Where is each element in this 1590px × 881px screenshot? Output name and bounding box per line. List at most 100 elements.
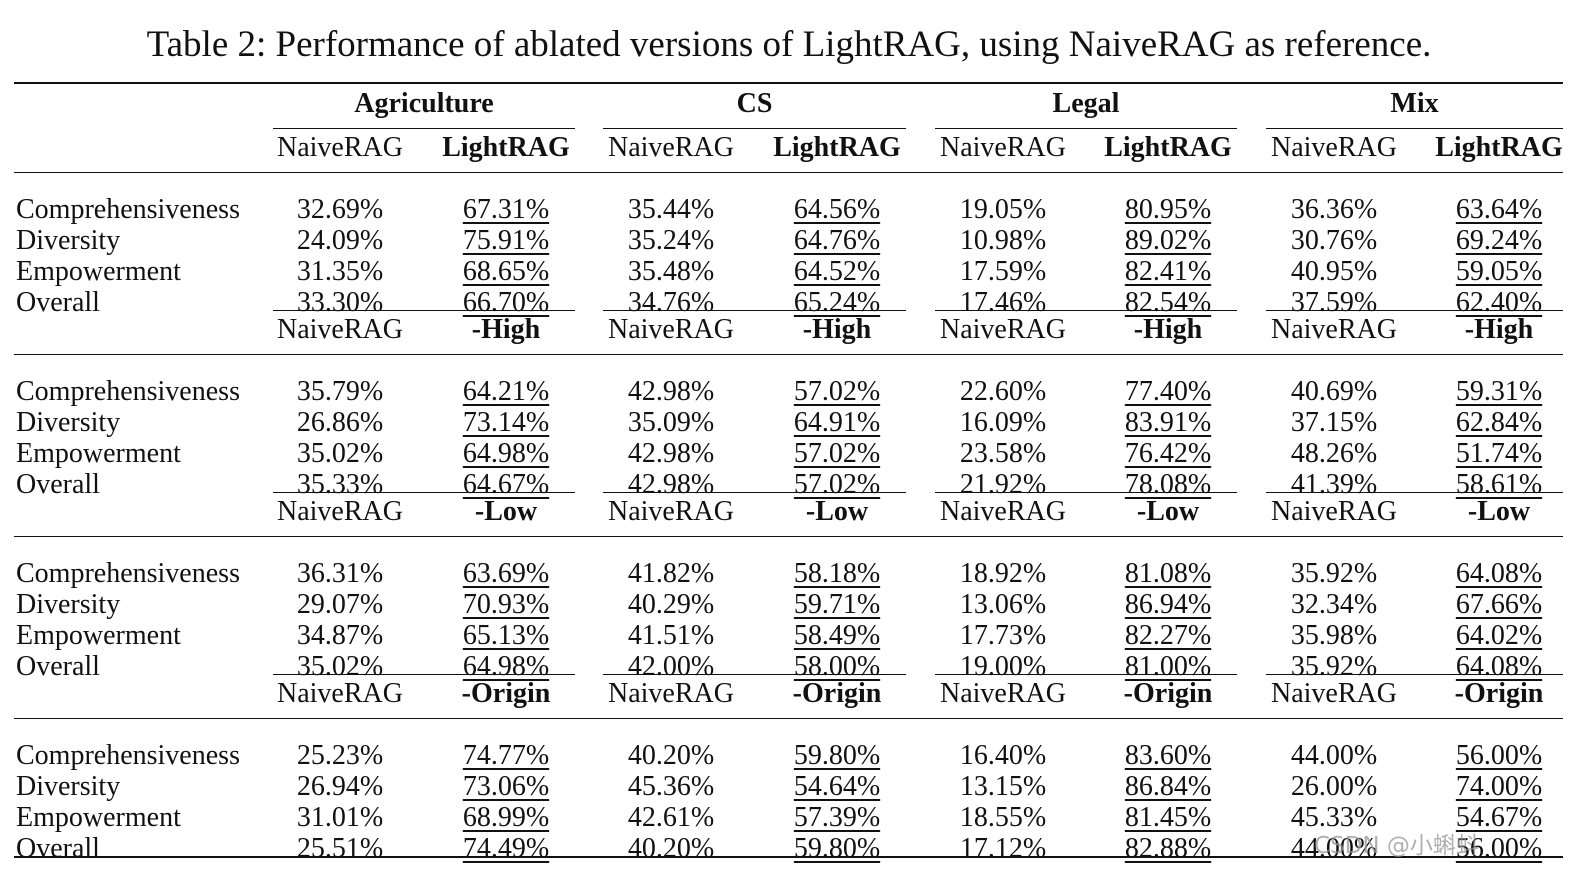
variant-value: 73.14% (462, 407, 550, 438)
baseline-header: NaiveRAG (277, 496, 403, 527)
variant-value: 59.71% (793, 589, 881, 620)
variant-value: 57.02% (793, 438, 881, 469)
baseline-header: NaiveRAG (277, 314, 403, 345)
baseline-value: 36.31% (296, 558, 384, 589)
baseline-value: 30.76% (1290, 225, 1378, 256)
group-underline (1266, 310, 1563, 312)
variant-value: 51.74% (1455, 438, 1543, 469)
baseline-value: 35.92% (1290, 558, 1378, 589)
baseline-value: 40.69% (1290, 376, 1378, 407)
variant-value: 64.08% (1455, 651, 1543, 682)
variant-value: 56.00% (1455, 740, 1543, 771)
variant-value: 58.49% (793, 620, 881, 651)
baseline-value: 23.58% (959, 438, 1047, 469)
baseline-value: 36.36% (1290, 194, 1378, 225)
variant-value: 68.99% (462, 802, 550, 833)
baseline-header: NaiveRAG (1271, 496, 1397, 527)
header-rule (14, 172, 1563, 174)
group-underline (1266, 128, 1563, 130)
variant-value: 64.21% (462, 376, 550, 407)
variant-header: -High (802, 314, 872, 345)
variant-value: 56.00% (1455, 833, 1543, 864)
baseline-value: 40.29% (627, 589, 715, 620)
variant-value: 86.94% (1124, 589, 1212, 620)
baseline-value: 41.51% (627, 620, 715, 651)
metric-label: Diversity (16, 771, 121, 802)
baseline-value: 35.24% (627, 225, 715, 256)
baseline-header: NaiveRAG (1271, 678, 1397, 709)
variant-value: 63.69% (462, 558, 550, 589)
variant-value: 74.00% (1455, 771, 1543, 802)
variant-value: 62.84% (1455, 407, 1543, 438)
variant-value: 81.45% (1124, 802, 1212, 833)
baseline-header: NaiveRAG (608, 132, 734, 163)
metric-label: Diversity (16, 589, 121, 620)
metric-label: Empowerment (16, 620, 181, 651)
watermark: CSDN @小蝌蚪 (1314, 833, 1479, 859)
group-underline (603, 128, 906, 130)
variant-value: 83.91% (1124, 407, 1212, 438)
baseline-value: 44.00% (1290, 740, 1378, 771)
baseline-value: 41.82% (627, 558, 715, 589)
variant-value: 59.80% (793, 833, 881, 864)
baseline-value: 35.79% (296, 376, 384, 407)
variant-value: 57.39% (793, 802, 881, 833)
variant-value: 83.60% (1124, 740, 1212, 771)
baseline-value: 26.94% (296, 771, 384, 802)
baseline-value: 40.20% (627, 740, 715, 771)
baseline-value: 26.00% (1290, 771, 1378, 802)
metric-label: Overall (16, 651, 100, 682)
table-caption: Table 2: Performance of ablated versions… (146, 24, 1432, 65)
baseline-value: 35.02% (296, 438, 384, 469)
baseline-value: 17.73% (959, 620, 1047, 651)
variant-value: 73.06% (462, 771, 550, 802)
variant-value: 59.05% (1455, 256, 1543, 287)
baseline-value: 22.60% (959, 376, 1047, 407)
variant-header: LightRAG (773, 132, 901, 163)
metric-label: Diversity (16, 407, 121, 438)
group-underline (935, 674, 1237, 676)
baseline-header: NaiveRAG (608, 496, 734, 527)
baseline-header: NaiveRAG (940, 132, 1066, 163)
variant-header: -Low (1136, 496, 1200, 527)
variant-value: 57.02% (793, 469, 881, 500)
baseline-value: 45.33% (1290, 802, 1378, 833)
variant-value: 64.08% (1455, 558, 1543, 589)
variant-value: 58.18% (793, 558, 881, 589)
variant-value: 67.66% (1455, 589, 1543, 620)
variant-header: -Origin (1454, 678, 1544, 709)
baseline-value: 32.69% (296, 194, 384, 225)
metric-label: Overall (16, 833, 100, 864)
baseline-header: NaiveRAG (608, 314, 734, 345)
variant-value: 78.08% (1124, 469, 1212, 500)
metric-label: Comprehensiveness (16, 194, 240, 225)
baseline-value: 34.76% (627, 287, 715, 318)
variant-value: 64.67% (462, 469, 550, 500)
group-underline (603, 310, 906, 312)
variant-header: LightRAG (442, 132, 570, 163)
baseline-value: 40.20% (627, 833, 715, 864)
baseline-value: 35.92% (1290, 651, 1378, 682)
variant-header: -Origin (1123, 678, 1213, 709)
variant-value: 86.84% (1124, 771, 1212, 802)
variant-value: 54.67% (1455, 802, 1543, 833)
variant-value: 57.02% (793, 376, 881, 407)
baseline-value: 24.09% (296, 225, 384, 256)
domain-header: Agriculture (354, 88, 494, 119)
baseline-value: 42.98% (627, 469, 715, 500)
baseline-value: 35.48% (627, 256, 715, 287)
group-underline (603, 492, 906, 494)
group-underline (603, 674, 906, 676)
variant-value: 77.40% (1124, 376, 1212, 407)
variant-value: 70.93% (462, 589, 550, 620)
variant-value: 74.49% (462, 833, 550, 864)
group-underline (273, 492, 575, 494)
bottom-rule (14, 856, 1563, 859)
variant-value: 76.42% (1124, 438, 1212, 469)
variant-value: 67.31% (462, 194, 550, 225)
baseline-value: 17.46% (959, 287, 1047, 318)
baseline-value: 35.33% (296, 469, 384, 500)
metric-label: Empowerment (16, 438, 181, 469)
variant-value: 64.76% (793, 225, 881, 256)
baseline-value: 13.06% (959, 589, 1047, 620)
